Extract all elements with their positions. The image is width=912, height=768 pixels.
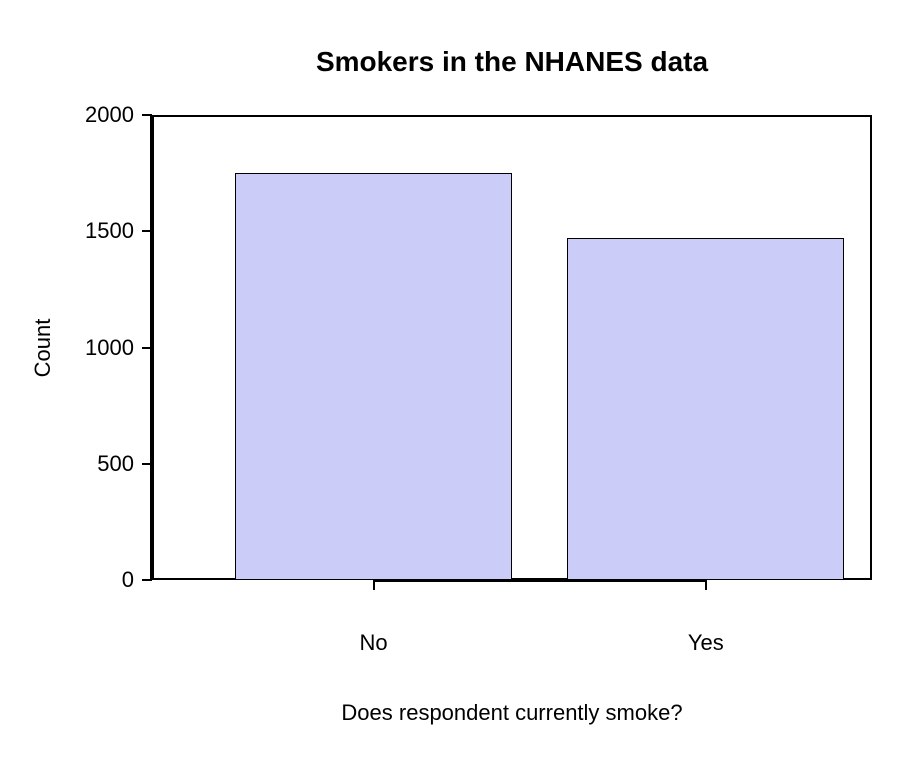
y-tick-label: 2000 — [54, 102, 134, 128]
y-tick-mark — [142, 347, 152, 349]
y-tick-label: 1500 — [54, 218, 134, 244]
x-tick-label: No — [314, 630, 434, 656]
y-axis-label: Count — [30, 248, 56, 448]
x-axis-line — [374, 580, 706, 582]
bar-yes — [567, 238, 844, 580]
y-tick-mark — [142, 463, 152, 465]
y-tick-mark — [142, 114, 152, 116]
x-tick-mark — [705, 580, 707, 590]
chart-title: Smokers in the NHANES data — [152, 46, 872, 78]
y-tick-mark — [142, 230, 152, 232]
x-tick-label: Yes — [646, 630, 766, 656]
x-axis-label: Does respondent currently smoke? — [152, 700, 872, 726]
y-tick-label: 0 — [54, 567, 134, 593]
x-tick-mark — [373, 580, 375, 590]
bar-no — [235, 173, 512, 580]
y-tick-label: 500 — [54, 451, 134, 477]
y-tick-mark — [142, 579, 152, 581]
chart-container: Smokers in the NHANES data Count Does re… — [0, 0, 912, 768]
y-tick-label: 1000 — [54, 335, 134, 361]
